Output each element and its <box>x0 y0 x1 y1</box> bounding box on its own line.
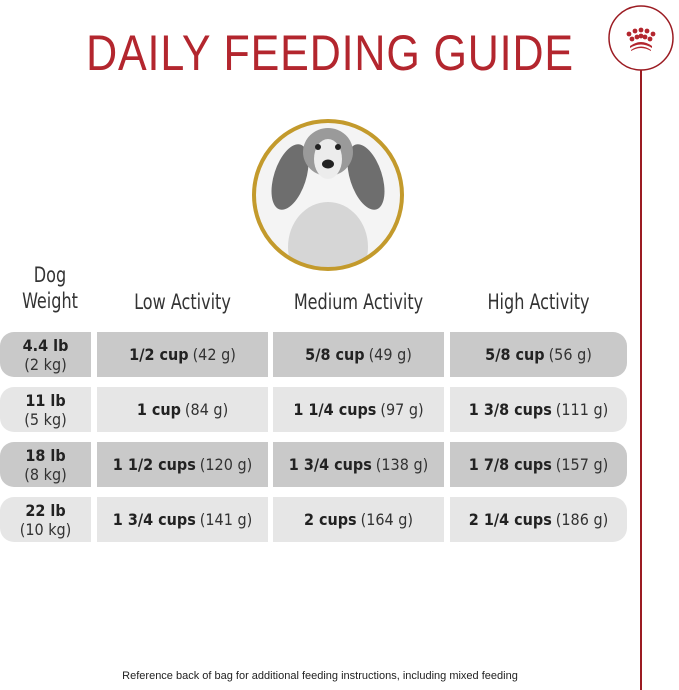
decorative-line <box>640 70 642 690</box>
header-weight: Dog Weight <box>22 263 78 313</box>
weight-cell: 11 lb (5 kg) <box>0 387 91 432</box>
amount-cell-medium: 1 3/4 cups (138 g) <box>273 442 444 487</box>
amount-cell-medium: 2 cups (164 g) <box>273 497 444 542</box>
amount-cell-high: 1 7/8 cups (157 g) <box>450 442 627 487</box>
amount-cell-high: 1 3/8 cups (111 g) <box>450 387 627 432</box>
weight-cell: 22 lb (10 kg) <box>0 497 91 542</box>
weight-cell: 4.4 lb (2 kg) <box>0 332 91 377</box>
header-low-activity: Low Activity <box>134 290 231 314</box>
dog-photo <box>252 119 404 271</box>
amount-cell-low: 1 3/4 cups (141 g) <box>97 497 268 542</box>
header-high-activity: High Activity <box>487 290 590 314</box>
amount-cell-medium: 1 1/4 cups (97 g) <box>273 387 444 432</box>
amount-cell-low: 1 1/2 cups (120 g) <box>97 442 268 487</box>
weight-cell: 18 lb (8 kg) <box>0 442 91 487</box>
amount-cell-high: 2 1/4 cups (186 g) <box>450 497 627 542</box>
amount-cell-low: 1 cup (84 g) <box>97 387 268 432</box>
crown-icon <box>626 27 656 51</box>
footnote: Reference back of bag for additional fee… <box>122 670 518 682</box>
brand-logo <box>608 5 674 71</box>
header-medium-activity: Medium Activity <box>293 290 424 314</box>
amount-cell-low: 1/2 cup (42 g) <box>97 332 268 377</box>
amount-cell-medium: 5/8 cup (49 g) <box>273 332 444 377</box>
page-title: DAILY FEEDING GUIDE <box>86 25 574 81</box>
amount-cell-high: 5/8 cup (56 g) <box>450 332 627 377</box>
